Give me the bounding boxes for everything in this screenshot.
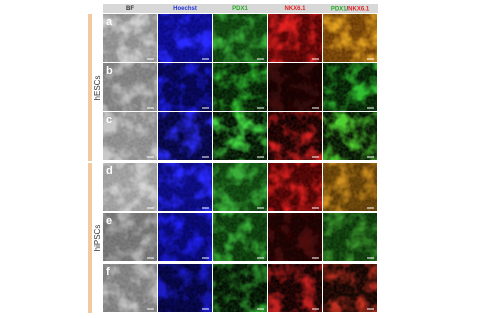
tile-texture [323,63,377,111]
tile-texture [158,63,212,111]
row-label: c [106,114,112,126]
row-label: d [106,165,113,177]
tile-texture [323,112,377,160]
tile-texture [158,213,212,261]
row-label: e [106,215,112,227]
column-header: Hoechst [173,6,197,12]
tile-texture [213,63,267,111]
tile-texture [213,213,267,261]
tile-texture [213,163,267,211]
image-tile [323,264,377,312]
tile-texture [158,112,212,160]
image-tile [323,163,377,211]
row-label: b [106,65,113,77]
tile-texture [158,14,212,62]
group-label: hESCs [93,76,102,101]
image-tile [213,264,267,312]
tile-texture [268,112,322,160]
tile-texture [268,63,322,111]
image-tile [268,63,322,111]
tile-texture [268,264,322,312]
image-tile [103,112,157,160]
tile-texture [268,163,322,211]
image-tile [158,14,212,62]
image-tile [158,163,212,211]
column-header: PDX1 [232,6,248,12]
image-tile [158,264,212,312]
image-tile [103,14,157,62]
tile-texture [103,213,157,261]
column-header: NKX6.1 [284,6,306,12]
image-tile [213,63,267,111]
image-tile [323,112,377,160]
group-label: hiPSCs [93,225,102,252]
tile-texture [268,14,322,62]
header-part: NKX6.1 [348,6,370,12]
tile-texture [158,163,212,211]
image-tile [158,63,212,111]
tile-texture [103,63,157,111]
tile-texture [213,112,267,160]
image-tile [213,14,267,62]
header-strip [103,4,378,13]
image-tile [103,63,157,111]
image-tile [268,213,322,261]
image-tile [213,112,267,160]
image-tile [268,14,322,62]
tile-texture [103,264,157,312]
image-tile [268,264,322,312]
tile-texture [103,112,157,160]
image-tile [213,163,267,211]
tile-texture [103,163,157,211]
image-tile [158,112,212,160]
image-tile [268,163,322,211]
image-tile [323,14,377,62]
tile-texture [323,14,377,62]
image-tile [103,163,157,211]
row-label: a [106,16,113,28]
header-part: / [347,6,349,12]
header-part: PDX1 [331,6,347,12]
tile-texture [213,264,267,312]
tile-texture [158,264,212,312]
image-tile [268,112,322,160]
group-bracket [88,14,92,161]
merged-header: PDX1/NKX6.1 [331,6,370,12]
tile-texture [323,163,377,211]
group-bracket [88,163,92,313]
image-tile [103,264,157,312]
tile-texture [268,213,322,261]
image-tile [323,213,377,261]
image-tile [323,63,377,111]
tile-texture [213,14,267,62]
image-tile [103,213,157,261]
tile-texture [323,213,377,261]
image-tile [158,213,212,261]
tile-texture [103,14,157,62]
column-header: BF [126,6,134,12]
row-label: f [106,266,110,278]
tile-texture [323,264,377,312]
image-tile [213,213,267,261]
